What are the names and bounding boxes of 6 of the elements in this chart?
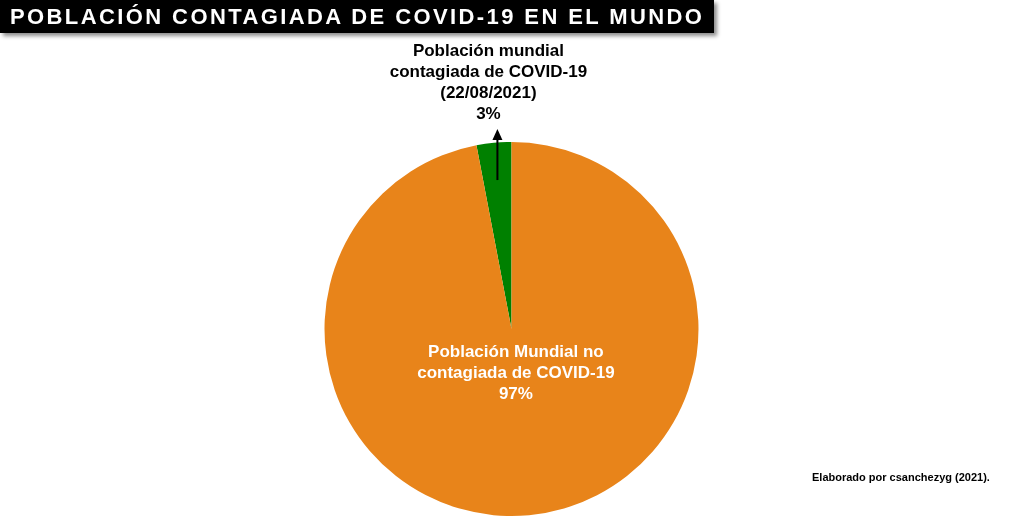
data-label: 97% xyxy=(498,384,533,404)
chart-title: POBLACIÓN CONTAGIADA DE COVID-19 EN EL MUNDO xyxy=(0,0,715,33)
slice-label: Población mundial contagiada de COVID-19 (22/08/2021) xyxy=(389,41,588,103)
data-label: 3% xyxy=(476,104,501,124)
text: Elaborado por csanchezyg (2021). xyxy=(812,470,991,484)
slice-label: Población Mundial no contagiada de COVID-19 xyxy=(417,342,615,383)
